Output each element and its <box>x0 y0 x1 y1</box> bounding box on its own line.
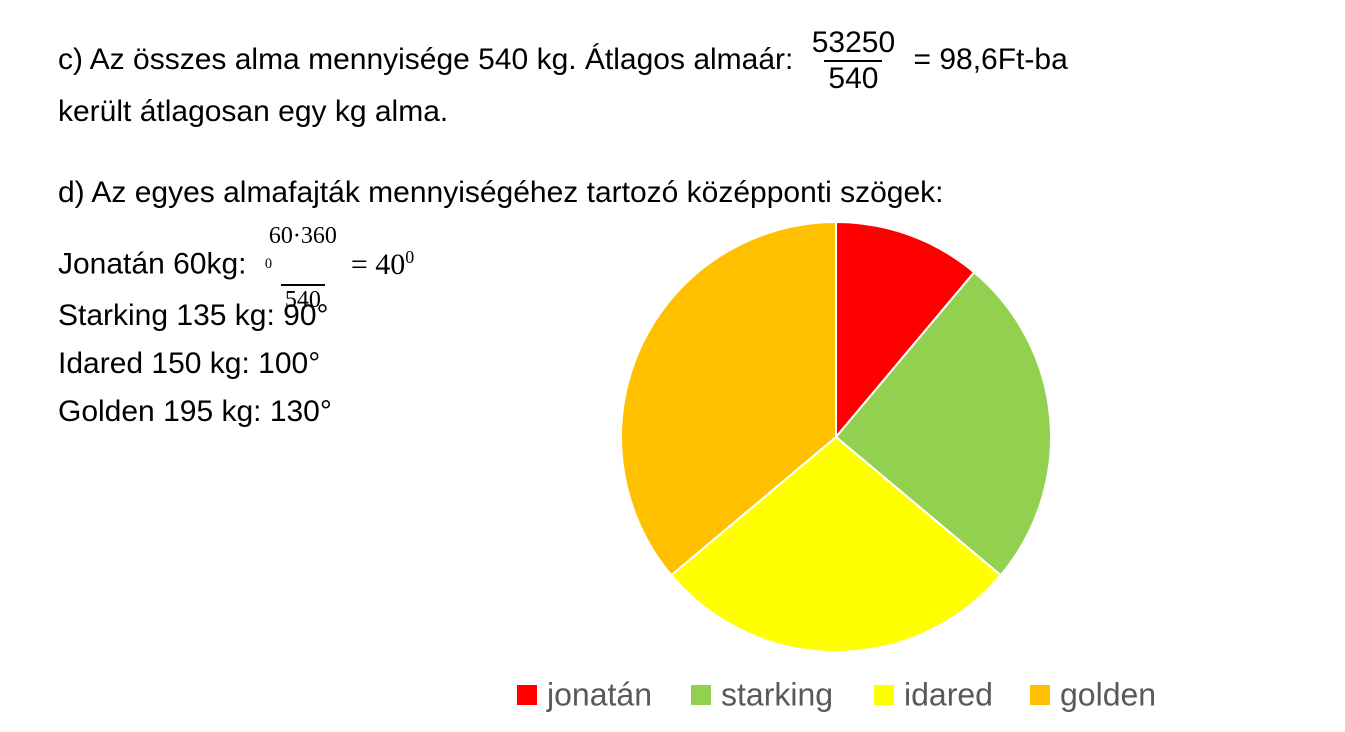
line-jonatan: Jonatán 60kg: 60·360 0 540 = 400 <box>58 222 414 314</box>
legend-swatch <box>1030 685 1050 705</box>
line: Idared 150 kg: 100° <box>58 347 321 380</box>
sup: 0 <box>264 256 273 272</box>
text: Jonatán 60kg: <box>58 247 247 281</box>
line: Golden 195 kg: 130° <box>58 395 332 428</box>
text: 60·360 <box>268 223 337 249</box>
text: = 40 <box>350 247 406 281</box>
result: = 400 <box>350 246 415 281</box>
heading-d: d) Az egyes almafajták mennyiségéhez tar… <box>58 176 944 209</box>
legend-label: golden <box>1060 676 1156 712</box>
legend-swatch <box>691 685 711 705</box>
pie-slice <box>834 270 1052 577</box>
legend-swatch <box>517 685 537 705</box>
legend-label: idared <box>904 676 993 712</box>
pie-slice <box>669 435 1003 653</box>
line: Starking 135 kg: 90° <box>58 299 329 332</box>
legend-label: starking <box>721 676 833 712</box>
text: c) Az összes alma mennyisége 540 kg. Átl… <box>58 42 794 76</box>
sup: 0 <box>405 246 415 267</box>
fraction: 60·360 0 540 <box>261 222 345 314</box>
legend-swatch <box>874 685 894 705</box>
fraction: 53250 540 <box>808 26 899 96</box>
numerator: 60·360 0 <box>261 222 345 284</box>
denominator: 540 <box>280 284 325 314</box>
text: = 98,6Ft-ba <box>913 42 1068 76</box>
line-c2: került átlagosan egy kg alma. <box>58 95 449 128</box>
denominator: 540 <box>824 60 883 96</box>
numerator: 53250 <box>811 26 896 59</box>
line-c: c) Az összes alma mennyisége 540 kg. Átl… <box>58 26 1068 96</box>
pie-slice <box>835 220 976 440</box>
legend-label: jonatán <box>546 676 652 712</box>
math: 60·360 0 540 = 400 <box>255 223 414 313</box>
pie-slice <box>620 220 837 577</box>
